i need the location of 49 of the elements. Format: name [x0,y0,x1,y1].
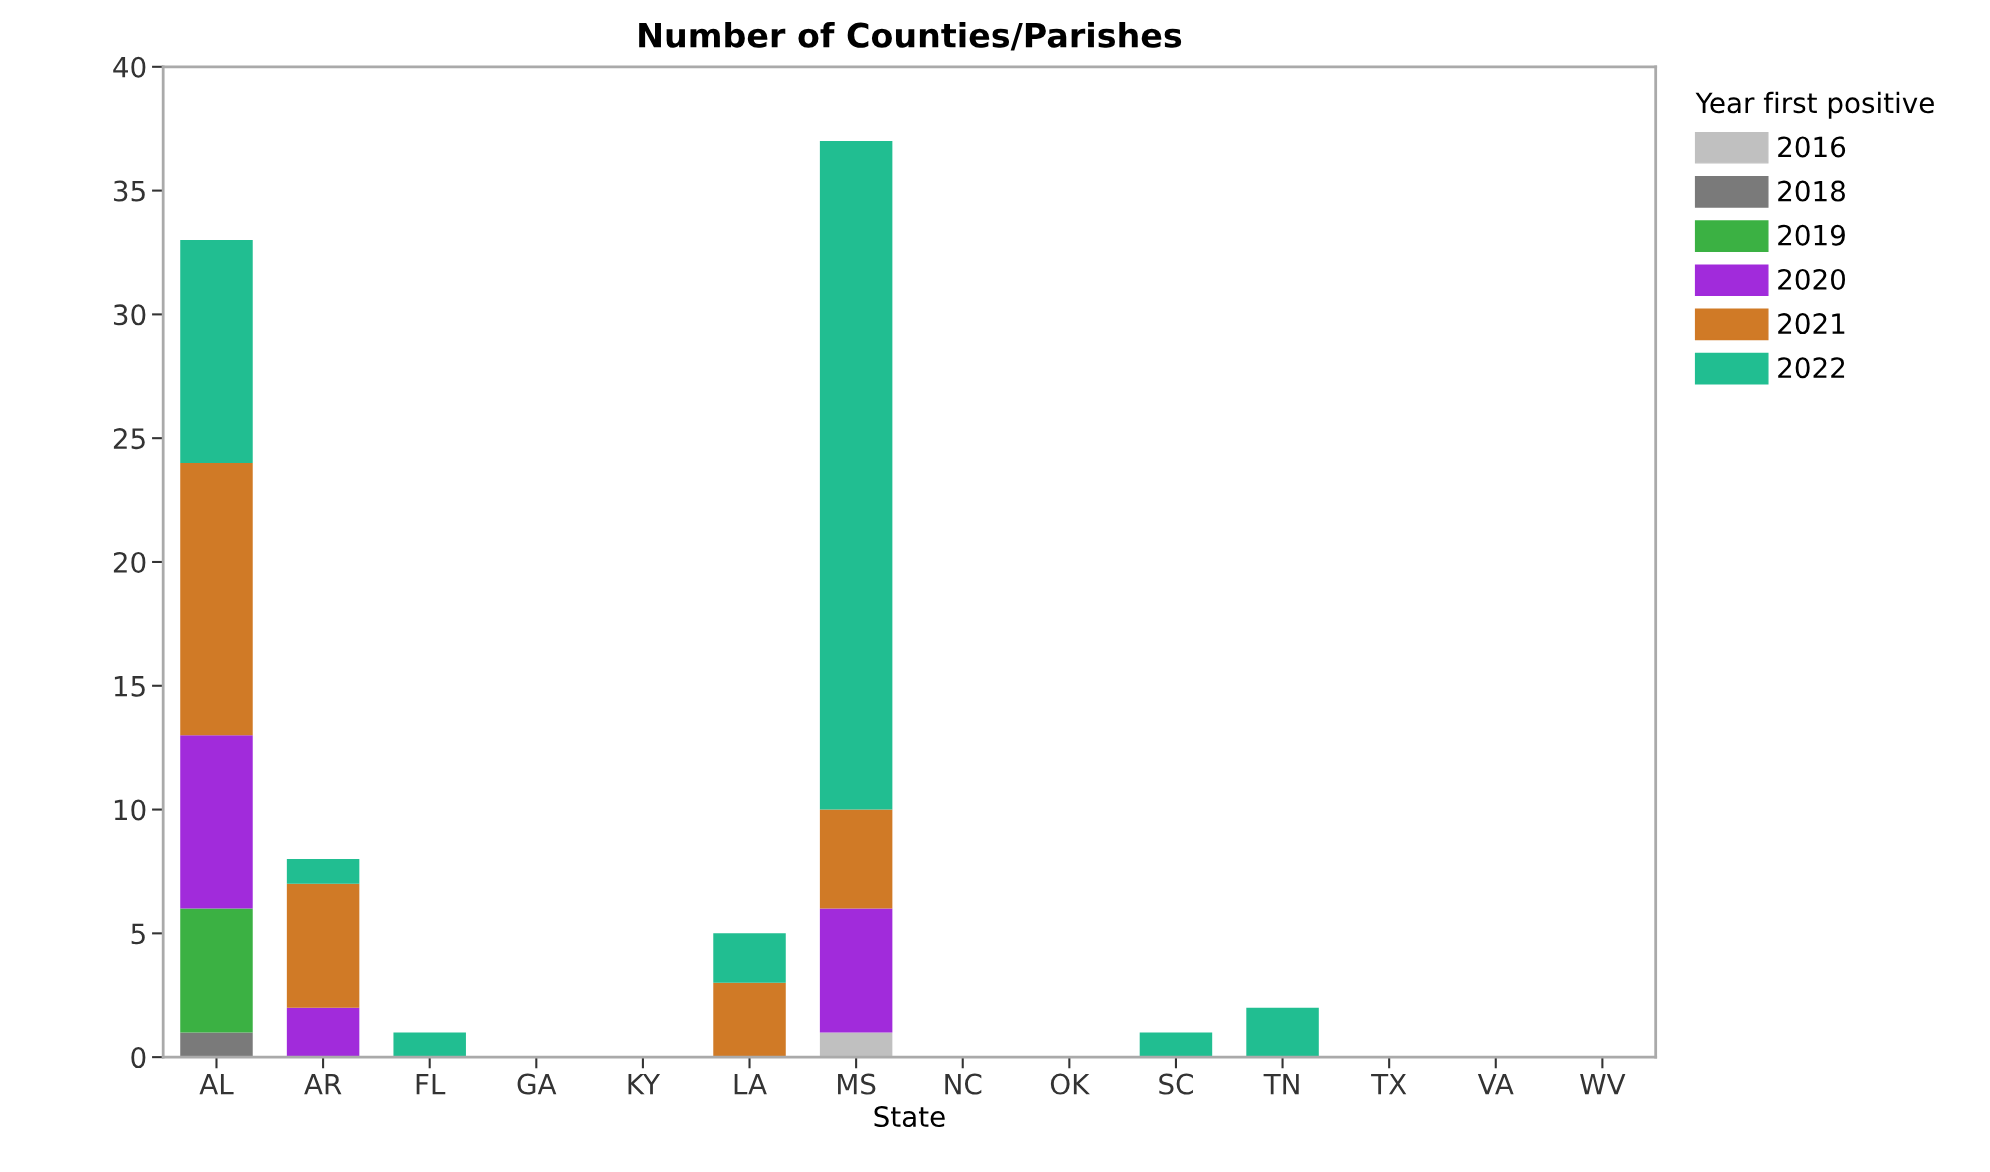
x-tick-label: LA [734,1073,767,1095]
bar [1246,1007,1319,1058]
y-tick-label: 0 [131,1047,146,1069]
legend-label: 2018 [1778,180,1845,202]
bar [819,141,893,810]
bar [180,462,253,736]
x-tick-label: WV [1580,1073,1626,1095]
y-tick-label: 40 [113,56,146,78]
bar [180,240,253,463]
bar [180,735,253,909]
x-tick-label: TX [1371,1073,1407,1095]
bar [286,1007,360,1058]
x-tick-label: VA [1477,1073,1514,1095]
x-tick-label: OK [1050,1073,1090,1095]
bar [180,908,253,1033]
bar [819,908,893,1033]
x-tick-label: NC [945,1073,982,1095]
x-tick-label: TN [1263,1073,1299,1095]
y-tick-label: 15 [114,676,145,697]
x-tick-label: AR [304,1073,342,1095]
bar [286,859,360,884]
x-tick-label: KY [628,1073,661,1095]
y-tick-label: 5 [131,923,145,945]
x-tick-label: GA [517,1073,557,1095]
x-tick-label: SC [1159,1073,1193,1095]
bar [393,1032,466,1058]
bar [1139,1032,1213,1058]
bar [713,933,786,983]
legend-label: 2021 [1778,313,1845,335]
y-tick-label: 25 [113,428,145,450]
x-axis-title: State [874,1106,945,1128]
legend-label: 2016 [1778,136,1846,158]
y-tick-label: 10 [114,799,146,821]
legend-label: 2019 [1778,224,1845,246]
x-tick-label: AL [199,1073,234,1095]
y-tick-label: 20 [113,551,146,573]
y-tick-label: 35 [113,180,145,202]
chart-title: Number of Counties/Parishes [639,22,1182,51]
y-tick-label: 30 [113,304,146,326]
legend-label: 2022 [1778,357,1845,379]
bar [819,1032,893,1058]
bar [286,883,360,1008]
x-tick-label: MS [838,1073,876,1095]
bar [713,982,786,1058]
bar [180,1032,253,1058]
legend-title: Year first positive [1695,91,1934,119]
x-tick-label: FL [416,1073,446,1095]
bar [819,809,893,909]
legend-label: 2020 [1778,268,1846,290]
